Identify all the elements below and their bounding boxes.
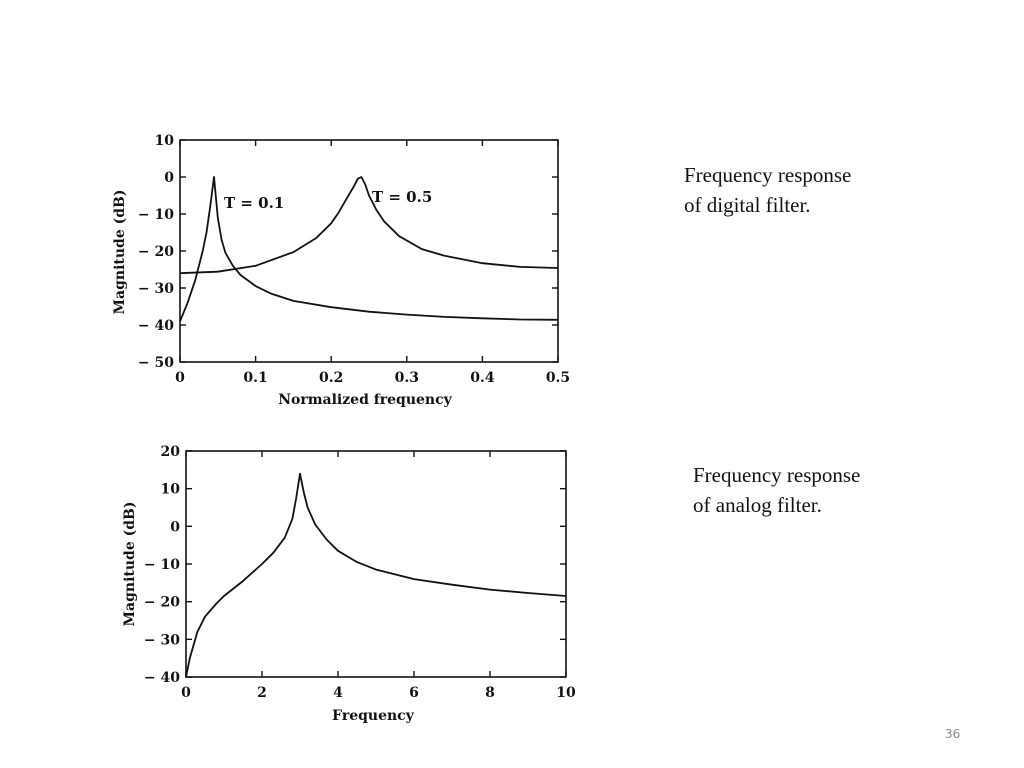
chart1-xtick-label: 0.4	[470, 370, 495, 386]
chart2-ytick-label: − 10	[144, 557, 180, 573]
page-number: 36	[945, 727, 961, 741]
chart2-ytick-label: 20	[161, 444, 181, 460]
chart1-ytick-label: 0	[164, 170, 174, 186]
chart2-xtick-label: 6	[409, 685, 419, 701]
chart1-ytick-label: − 30	[138, 281, 174, 297]
chart1-series-t-0-1	[179, 176, 559, 322]
chart2-ytick-label: 10	[161, 482, 181, 498]
chart2-ylabel: Magnitude (dB)	[122, 502, 138, 627]
chart1-ticks: 0 0.1 0.2 0.3 0.4 0.5 10 0 − 10 − 20 − 30 − 40 − 50	[138, 133, 570, 386]
chart1-xtick-label: 0.5	[546, 370, 570, 386]
label-t-0-1: T = 0.1	[224, 194, 284, 212]
caption-digital-line2: of digital filter.	[684, 193, 811, 217]
chart1-ytick-label: − 10	[138, 207, 174, 223]
chart1-xtick-label: 0	[175, 370, 185, 386]
chart2-series-analog	[185, 472, 567, 678]
chart2-xlabel: Frequency	[332, 708, 415, 724]
chart2-xtick-label: 0	[181, 685, 191, 701]
chart2-xtick-label: 4	[333, 685, 343, 701]
chart2-series	[185, 472, 567, 678]
chart1-xlabel: Normalized frequency	[278, 392, 452, 408]
chart2-xtick-label: 2	[257, 685, 267, 701]
analog-filter-chart: 0 2 4 6 8 10 20 10 0 − 10 − 20 − 30 − 40 Frequency M…	[122, 444, 576, 724]
chart1-plot-frame	[179, 139, 559, 363]
caption-analog-line2: of analog filter.	[693, 493, 822, 517]
caption-analog-filter: Frequency response of analog filter.	[693, 460, 860, 520]
chart1-series	[179, 176, 559, 322]
chart1-xtick-label: 0.3	[395, 370, 419, 386]
caption-digital-filter: Frequency response of digital filter.	[684, 160, 851, 220]
label-t-0-5: T = 0.5	[372, 188, 432, 206]
chart2-ytick-label: − 30	[144, 632, 180, 648]
chart1-ytick-label: − 40	[138, 318, 174, 334]
chart1-xtick-label: 0.1	[243, 370, 267, 386]
chart1-series-t-0-5	[179, 176, 559, 275]
chart2-ytick-label: − 40	[144, 670, 180, 686]
chart1-ytick-label: − 50	[138, 355, 174, 371]
chart2-xtick-label: 10	[556, 685, 576, 701]
chart1-ylabel: Magnitude (dB)	[112, 190, 128, 315]
chart2-ticks: 0 2 4 6 8 10 20 10 0 − 10 − 20 − 30 − 40	[144, 444, 576, 701]
caption-digital-line1: Frequency response	[684, 163, 852, 187]
chart1-ytick-label: 10	[155, 133, 175, 149]
chart2-ytick-label: − 20	[144, 595, 180, 611]
chart1-ytick-label: − 20	[138, 244, 174, 260]
chart2-xtick-label: 8	[485, 685, 495, 701]
caption-analog-line1: Frequency response	[693, 463, 861, 487]
chart2-ytick-label: 0	[170, 519, 180, 535]
chart2-plot-frame	[185, 450, 567, 678]
chart1-xtick-label: 0.2	[319, 370, 343, 386]
